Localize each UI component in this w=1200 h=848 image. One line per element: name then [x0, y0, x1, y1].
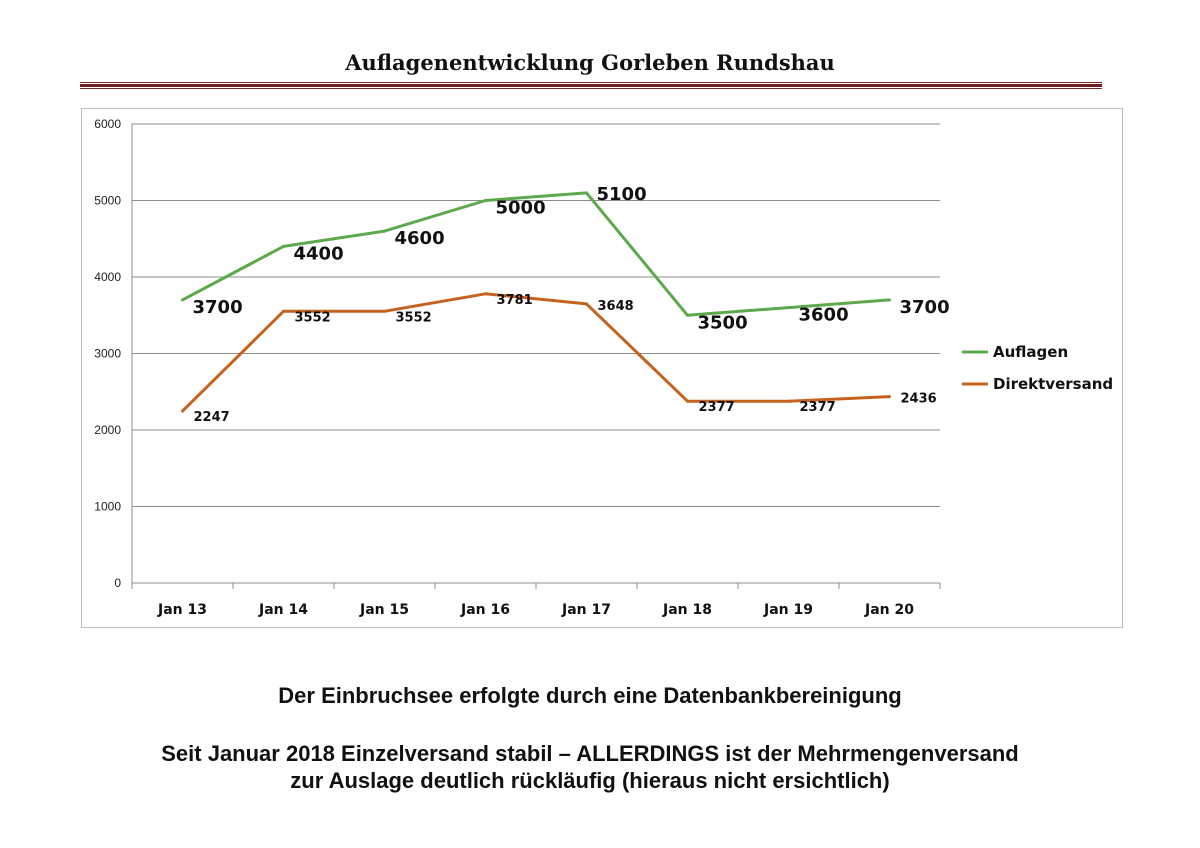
data-label-auflagen: 5000 [496, 198, 546, 219]
title-rule-bottom [80, 88, 1102, 89]
line-chart: 0 1000 2000 3000 4000 5000 6000 Jan 13 Jan 14 Jan… [94, 117, 1113, 618]
data-label-direktversand: 3552 [295, 310, 331, 325]
y-tick-label: 5000 [94, 194, 121, 208]
data-point-direktversand [787, 399, 790, 403]
data-label-auflagen: 3700 [900, 297, 950, 318]
data-label-auflagen: 3600 [799, 305, 849, 326]
legend-label-direktversand: Direktversand [993, 375, 1113, 393]
data-label-direktversand: 3552 [396, 310, 432, 325]
y-tick-label: 0 [114, 576, 121, 590]
note-shipping-trend-line2: zur Auslage deutlich rückläufig (hieraus… [290, 768, 890, 793]
data-point-auflagen [282, 244, 285, 248]
note-shipping-trend: Seit Januar 2018 Einzelversand stabil – … [0, 740, 1180, 794]
data-label-direktversand: 2247 [194, 410, 230, 425]
page-title: Auflagenentwicklung Gorleben Rundshau [345, 50, 835, 75]
y-tick-label: 2000 [94, 423, 121, 437]
note-database-cleanup: Der Einbruchsee erfolgte durch eine Date… [278, 683, 902, 708]
data-label-auflagen: 3700 [193, 297, 243, 318]
x-tick-label: Jan 17 [561, 602, 611, 618]
y-tick-label: 4000 [94, 270, 121, 284]
data-label-auflagen: 5100 [597, 184, 647, 205]
title-rule-thick [80, 84, 1102, 87]
data-point-auflagen [787, 306, 790, 310]
data-point-direktversand [484, 292, 487, 296]
data-point-auflagen [484, 199, 487, 202]
series-line-auflagen [181, 191, 890, 317]
data-point-direktversand [585, 302, 588, 306]
legend-label-auflagen: Auflagen [993, 343, 1068, 361]
x-tick-label: Jan 19 [763, 602, 813, 618]
data-point-direktversand [686, 399, 689, 403]
data-label-direktversand: 2377 [699, 400, 735, 415]
data-label-direktversand: 3648 [598, 299, 634, 314]
title-rule-top [80, 82, 1102, 83]
chart-frame: 0 1000 2000 3000 4000 5000 6000 Jan 13 Jan 14 Jan… [81, 108, 1123, 628]
data-point-direktversand [888, 395, 891, 399]
data-point-auflagen [888, 298, 891, 302]
data-point-auflagen [181, 298, 184, 302]
data-point-direktversand [282, 309, 285, 313]
data-label-direktversand: 3781 [497, 293, 533, 308]
data-label-auflagen: 3500 [698, 312, 748, 333]
data-label-auflagen: 4400 [294, 243, 344, 264]
data-point-direktversand [181, 409, 184, 413]
x-tick-label: Jan 20 [864, 602, 914, 618]
x-tick-label: Jan 14 [258, 602, 308, 618]
x-tick-label: Jan 15 [359, 602, 409, 618]
y-tick-label: 1000 [94, 500, 121, 514]
data-point-direktversand [383, 309, 386, 313]
x-tick-label: Jan 18 [662, 602, 712, 618]
y-tick-label: 6000 [94, 117, 121, 131]
data-point-auflagen [383, 229, 386, 233]
data-label-direktversand: 2436 [901, 392, 937, 407]
x-tick-label: Jan 13 [157, 602, 207, 618]
data-point-auflagen [585, 191, 588, 195]
series-line-direktversand [181, 292, 890, 413]
x-tick-label: Jan 16 [460, 602, 510, 618]
note-shipping-trend-line1: Seit Januar 2018 Einzelversand stabil – … [161, 741, 1019, 766]
data-label-auflagen: 4600 [395, 228, 445, 249]
data-label-direktversand: 2377 [800, 400, 836, 415]
y-tick-label: 3000 [94, 347, 121, 361]
data-point-auflagen [686, 313, 689, 317]
